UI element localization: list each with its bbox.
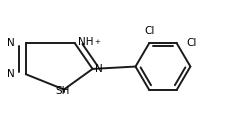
Text: SH: SH: [55, 86, 70, 96]
Text: Cl: Cl: [186, 38, 197, 48]
Text: NH: NH: [78, 37, 93, 47]
Text: Cl: Cl: [144, 26, 154, 36]
Text: N: N: [7, 69, 15, 79]
Text: N: N: [96, 64, 103, 74]
Text: +: +: [94, 39, 100, 45]
Text: N: N: [7, 38, 15, 48]
